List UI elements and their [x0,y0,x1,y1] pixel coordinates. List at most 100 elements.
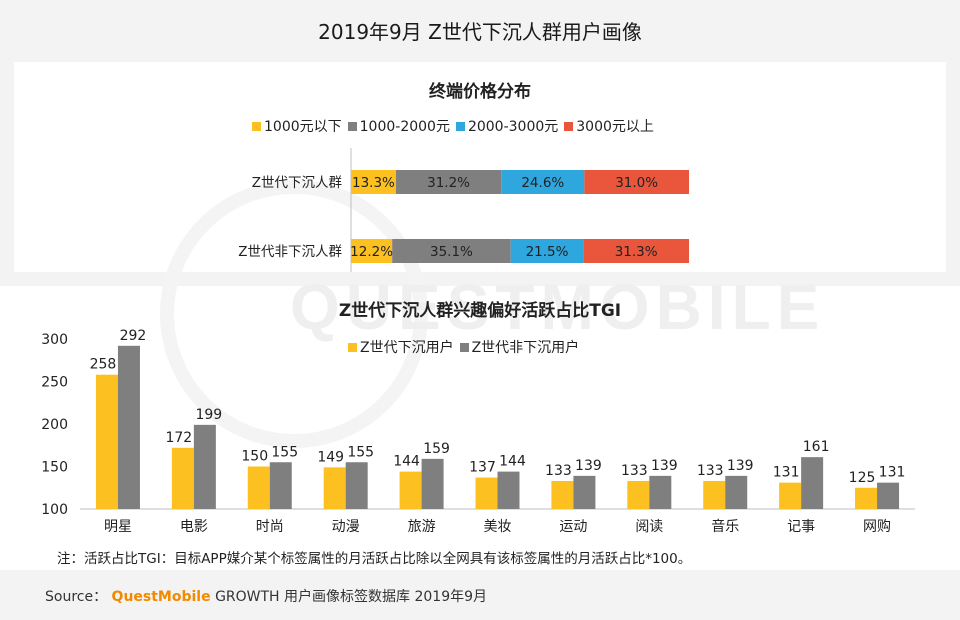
chart1-bar-segment [583,239,689,263]
chart2-category-label: 明星 [104,519,132,535]
chart2-data-label: 139 [575,458,602,474]
chart1-bar-segment [351,170,396,194]
chart2-bar [95,374,118,509]
chart2-bar [801,457,824,509]
chart2-legend-label: Z世代非下沉用户 [471,340,580,356]
chart2-bar [193,424,216,509]
chart1-data-label: 31.0% [615,175,658,191]
source-line: Source： QuestMobile GROWTH 用户画像标签数据库 201… [45,586,487,606]
chart1-title: 终端价格分布 [429,82,531,102]
chart2-data-label: 155 [271,444,298,460]
frame-left [0,62,14,272]
chart2-category-label: 记事 [787,519,815,535]
chart2-bar [855,487,878,509]
chart2-data-label: 159 [423,441,450,457]
chart1-data-label: 21.5% [526,244,569,260]
chart1-legend-swatch [347,121,357,131]
chart2-bar [247,466,270,509]
footnote: 注：活跃占比TGI：目标APP媒介某个标签属性的月活跃占比除以全网具有该标签属性… [57,551,692,567]
source-prefix: Source： [45,589,108,605]
chart2-bar [171,447,194,509]
chart1-bar-segment [392,239,511,263]
chart2-data-label: 172 [165,430,192,446]
chart1-legend-item: 1000-2000元 [347,116,450,136]
chart1-bar-segment [501,170,585,194]
chart2-bar [497,471,520,509]
chart2-category-label: 阅读 [635,518,663,535]
chart2-data-label: 144 [393,454,420,470]
chart1-bar-segment [351,239,393,263]
chart2-y-tick: 300 [41,332,68,348]
chart2-data-label: 292 [120,328,147,344]
chart2-data-label: 133 [621,463,648,479]
chart2-title: Z世代下沉人群兴趣偏好活跃占比TGI [338,301,622,321]
chart2-bar [345,462,368,509]
chart2-y-tick: 150 [41,460,68,476]
chart2-bar [323,467,346,509]
chart2-data-label: 144 [499,454,526,470]
chart1-legend-swatch [564,121,574,131]
chart1-data-label: 24.6% [521,175,564,191]
chart2-category-label: 时尚 [256,519,284,535]
chart2-legend-swatch [459,342,469,352]
chart2-data-label: 139 [651,458,678,474]
chart2-data-label: 131 [879,465,906,481]
chart1-legend-item: 2000-3000元 [455,116,558,136]
chart2-data-label: 133 [697,463,724,479]
chart2-bar [269,462,292,509]
chart2-data-label: 161 [803,439,830,455]
chart2-category-label: 美妆 [484,519,512,535]
chart2-bar [421,458,444,509]
chart2-bar [779,482,802,509]
chart2-category-label: 音乐 [711,518,739,535]
chart2-data-label: 258 [90,357,117,373]
page-title: 2019年9月 Z世代下沉人群用户画像 [318,20,642,44]
chart1-legend-swatch [252,121,261,131]
chart2-bar [725,475,748,509]
chart2-legend: Z世代下沉用户 Z世代非下沉用户 [348,337,585,357]
chart2-data-label: 150 [241,449,268,465]
chart2-legend-item: Z世代下沉用户 [348,337,454,357]
chart2-data-label: 131 [773,465,800,481]
header-band [0,0,960,62]
chart1-data-label: 31.2% [427,175,470,191]
footer-band [0,570,960,620]
chart1-legend-item: 3000元以上 [564,116,654,136]
chart2-bar [703,480,726,509]
chart2-data-label: 155 [347,444,374,460]
source-rest: GROWTH 用户画像标签数据库 2019年9月 [215,589,488,605]
chart1-category-label: Z世代非下沉人群 [238,244,342,260]
source-brand: QuestMobile [111,589,211,605]
chart2-legend-swatch [348,342,357,352]
chart2-bar [117,345,140,509]
chart1-legend-swatch [455,121,465,131]
chart2-bar [877,482,900,509]
chart2-y-tick: 250 [41,375,68,391]
chart2-bar [627,480,650,509]
chart1-data-label: 35.1% [430,244,473,260]
chart2-category-label: 电影 [180,519,208,535]
chart1-data-label: 13.3% [352,175,395,191]
chart2-bar [475,477,498,509]
chart2-category-label: 动漫 [332,519,360,535]
chart2-y-tick: 200 [41,417,68,433]
chart2-data-label: 199 [195,407,222,423]
chart1-bar-segment [510,239,584,263]
chart1-bar-segment [395,170,502,194]
chart2-data-label: 137 [469,460,496,476]
chart2-legend-label: Z世代下沉用户 [360,340,454,356]
chart1-category-label: Z世代下沉人群 [252,175,343,191]
chart2-data-label: 149 [317,449,344,465]
frame-right [946,62,960,272]
chart2-data-label: 125 [849,470,876,486]
chart2-bar [573,475,596,509]
chart1-data-label: 31.3% [615,244,658,260]
chart2-y-tick: 100 [41,502,68,518]
watermark-text: QUESTMOBILE [290,271,826,343]
chart2-category-label: 网购 [863,519,891,535]
chart2-category-label: 旅游 [408,519,436,535]
chart2-bar [649,475,672,509]
chart1-legend-item: 1000元以下 [252,116,342,136]
